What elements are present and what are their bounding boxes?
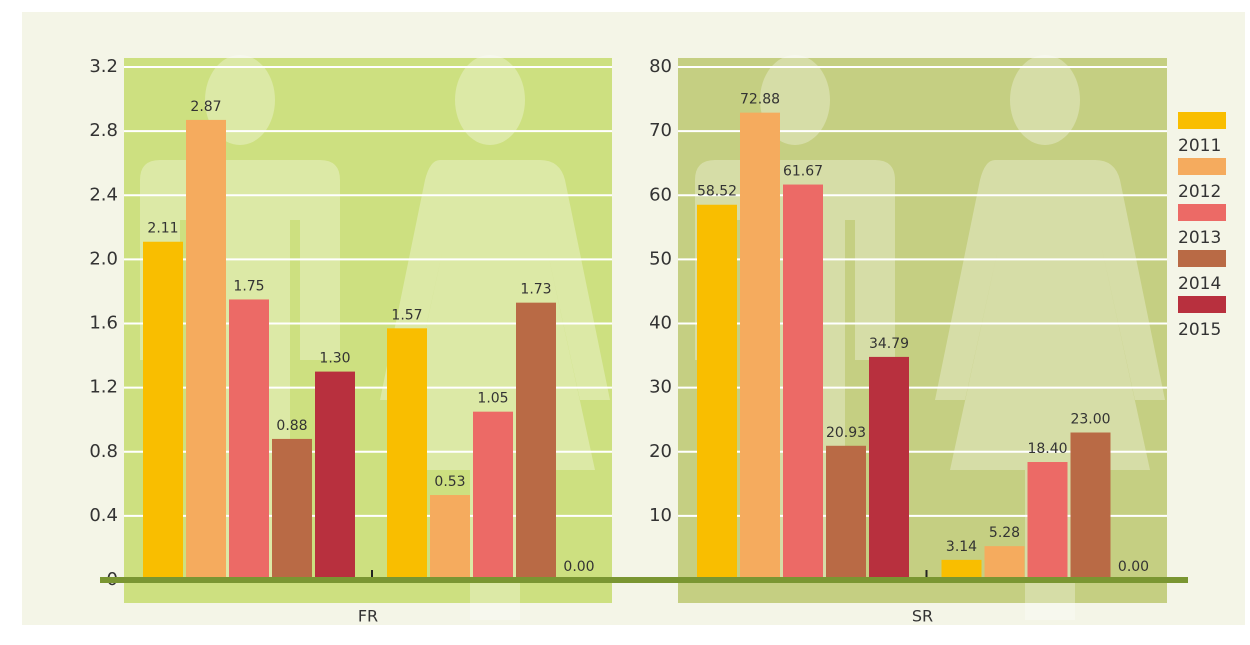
y-tick-label: 80 (649, 56, 672, 77)
bar (1070, 432, 1111, 580)
bar (315, 371, 355, 580)
bar (740, 112, 780, 581)
bar (941, 559, 982, 580)
bar (697, 204, 737, 581)
value-label: 18.40 (1027, 441, 1067, 457)
y-tick-label: 50 (649, 248, 672, 269)
y-tick-label: 2.8 (89, 120, 118, 141)
y-tick-label: 40 (649, 313, 672, 334)
bar (473, 411, 513, 580)
legend-swatch (1178, 204, 1226, 221)
y-tick-label: 60 (649, 184, 672, 205)
legend-swatch (1178, 112, 1226, 129)
bar (869, 356, 909, 580)
value-label: 61.67 (783, 164, 823, 180)
bar (143, 241, 183, 580)
legend-swatch (1178, 250, 1226, 267)
x-axis-label: SR (912, 607, 933, 626)
x-axis-label: FR (358, 607, 378, 626)
value-label: 0.88 (276, 418, 307, 434)
value-label: 20.93 (826, 425, 866, 441)
value-label: 2.87 (190, 99, 221, 115)
value-label: 1.75 (233, 278, 264, 294)
legend-label: 2015 (1178, 320, 1221, 340)
value-label: 0.00 (1118, 559, 1149, 575)
bar (387, 328, 427, 580)
value-label: 5.28 (989, 525, 1020, 541)
value-label: 23.00 (1070, 412, 1110, 428)
value-label: 1.73 (520, 282, 551, 298)
value-label: 0.00 (563, 559, 594, 575)
legend-label: 2012 (1178, 182, 1221, 202)
bar (186, 119, 226, 580)
value-label: 1.30 (319, 351, 350, 367)
value-label: 1.05 (477, 391, 508, 407)
legend-label: 2011 (1178, 136, 1221, 156)
y-tick-label: 2.0 (89, 248, 118, 269)
bar (430, 495, 470, 580)
y-tick-label: 70 (649, 120, 672, 141)
bar (1027, 462, 1068, 580)
value-label: 72.88 (740, 92, 780, 108)
value-label: 58.52 (697, 184, 737, 200)
legend-swatch (1178, 158, 1226, 175)
value-label: 34.79 (869, 336, 909, 352)
legend-label: 2014 (1178, 274, 1221, 294)
y-tick-label: 0.8 (89, 441, 118, 462)
y-tick-label: 0.4 (89, 505, 118, 526)
legend-swatch (1178, 296, 1226, 313)
bar (826, 445, 866, 580)
bar (516, 302, 556, 580)
y-tick-label: 20 (649, 441, 672, 462)
value-label: 1.57 (391, 307, 422, 323)
y-tick-label: 3.2 (89, 56, 118, 77)
y-tick-label: 2.4 (89, 184, 118, 205)
y-tick-label: 1.2 (89, 377, 118, 398)
value-label: 0.53 (434, 474, 465, 490)
value-label: 3.14 (946, 539, 977, 555)
y-tick-label: 10 (649, 505, 672, 526)
y-tick-label: 1.6 (89, 313, 118, 334)
bar (783, 184, 823, 580)
legend-label: 2013 (1178, 228, 1221, 248)
y-tick-label: 30 (649, 377, 672, 398)
value-label: 2.11 (147, 221, 178, 237)
bar (229, 299, 269, 580)
bar (272, 438, 312, 580)
bar (984, 546, 1025, 580)
